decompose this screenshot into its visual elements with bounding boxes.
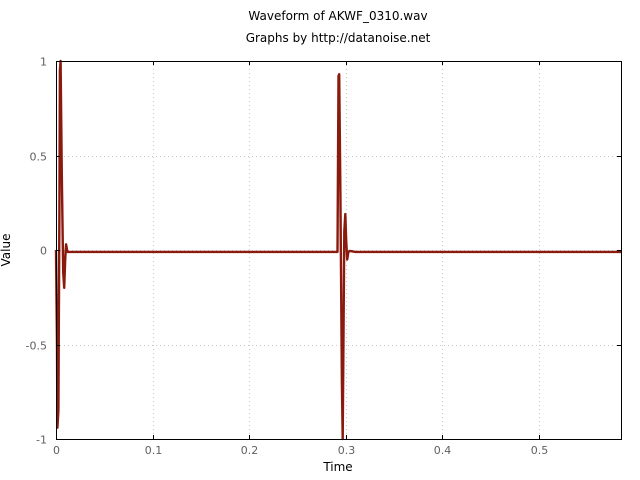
y-tick-label: -0.5 (26, 340, 47, 353)
x-tick-label: 0.4 (434, 444, 452, 457)
x-tick-label: 0.1 (145, 444, 163, 457)
waveform-series-line (54, 59, 621, 441)
series-layer (54, 59, 621, 441)
y-tick-label: 0.5 (30, 151, 48, 164)
y-tick-label: -1 (36, 434, 47, 447)
x-tick-label: 0 (53, 444, 60, 457)
y-axis-label: Value (0, 234, 13, 267)
chart-subtitle: Graphs by http://datanoise.net (246, 31, 431, 45)
x-tick-label: 0.5 (531, 444, 549, 457)
x-axis-label: Time (322, 460, 352, 474)
y-tick-label: 0 (40, 245, 47, 258)
x-tick-label: 0.2 (241, 444, 259, 457)
y-tick-label: 1 (40, 56, 47, 69)
x-tick-label: 0.3 (338, 444, 356, 457)
chart-title: Waveform of AKWF_0310.wav (248, 9, 427, 23)
ticks: 0 0.1 0.2 0.3 0.4 0.5 -1 -0.5 0 0.5 1 (26, 56, 621, 457)
